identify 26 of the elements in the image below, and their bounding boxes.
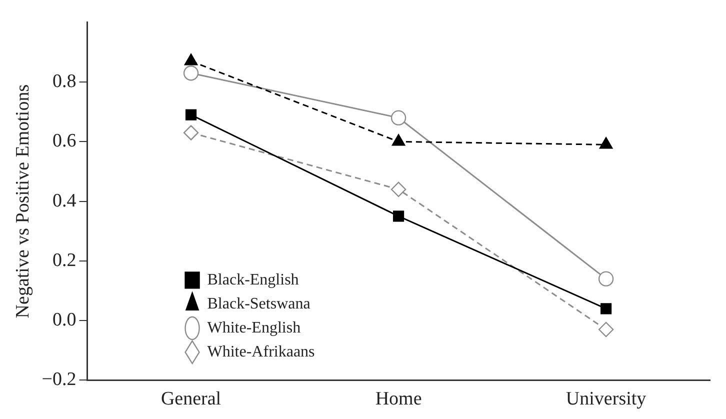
y-tick-label: −0.2 (42, 369, 76, 390)
point (598, 271, 614, 286)
y-tick-label: 0.6 (52, 130, 76, 152)
point (600, 303, 612, 314)
legend-label: White-Afrikaans (207, 343, 315, 360)
point (598, 322, 614, 338)
point (392, 210, 404, 222)
point (183, 125, 199, 140)
point (599, 137, 613, 149)
point (390, 110, 406, 126)
y-tick-label: 0.4 (52, 190, 77, 212)
legend-label: Black-Setswana (207, 295, 310, 312)
y-axis-title: Negative vs Positive Emotions (12, 84, 34, 318)
x-tick-label: University (566, 388, 647, 410)
y-tick-label: 0.2 (52, 250, 76, 271)
point (184, 54, 198, 66)
point (183, 65, 199, 81)
point (392, 134, 406, 146)
legend-label: Black-English (207, 271, 299, 288)
legend-label: White-English (207, 319, 301, 336)
x-tick-label: General (160, 388, 222, 410)
y-tick-label: 0.8 (52, 71, 76, 92)
point (185, 109, 197, 120)
point (390, 182, 406, 197)
y-tick-label: 0.0 (52, 310, 76, 331)
x-tick-label: Home (375, 388, 422, 410)
